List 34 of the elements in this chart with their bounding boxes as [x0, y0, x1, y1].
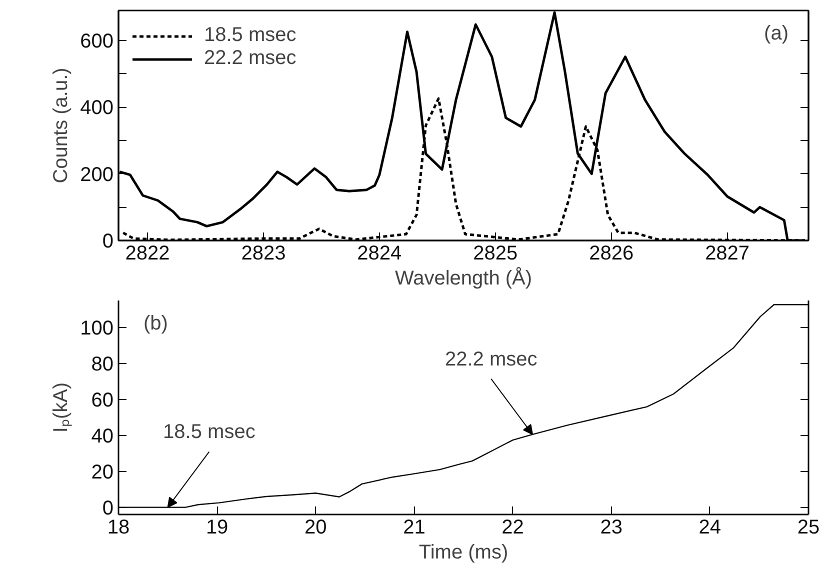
x-tick-label: 24 — [698, 516, 722, 538]
x-tick-label: 2822 — [125, 242, 170, 264]
y-tick-label: 60 — [91, 389, 114, 412]
x-tick-label: 20 — [304, 516, 327, 538]
y-tick-label: 400 — [80, 97, 114, 120]
annotation: 18.5 msec — [163, 421, 256, 444]
x-tick-label: 2823 — [241, 242, 286, 264]
x-tick-label: 2826 — [589, 242, 634, 264]
x-tick-label: 25 — [797, 516, 820, 538]
y-tick-label: 600 — [80, 30, 114, 52]
legend-label: 22.2 msec — [204, 47, 296, 70]
x-tick-label: 22 — [502, 516, 524, 538]
y-axis-title: Iₚ(kA) — [50, 382, 72, 433]
legend-label: 18.5 msec — [204, 24, 296, 47]
x-tick-label: 18 — [107, 516, 130, 538]
y-tick-label: 40 — [91, 425, 114, 448]
y-tick-label: 20 — [91, 461, 114, 484]
x-tick-label: 2827 — [705, 242, 750, 264]
annotation: (a) — [764, 22, 789, 44]
x-tick-label: 21 — [403, 516, 426, 538]
y-tick-label: 200 — [80, 164, 114, 186]
x-tick-label: 2824 — [357, 242, 402, 264]
y-tick-label: 0 — [102, 230, 114, 252]
annotation: (b) — [144, 312, 168, 334]
y-tick-label: 80 — [91, 353, 114, 376]
annotation: 22.2 msec — [444, 348, 538, 370]
y-tick-label: 100 — [80, 317, 114, 340]
x-tick-label: 19 — [206, 516, 228, 538]
y-axis-title: Counts (a.u.) — [50, 68, 72, 184]
x-tick-label: 23 — [600, 516, 622, 538]
x-axis-title: Wavelength (Å) — [394, 266, 532, 290]
y-tick-label: 0 — [102, 497, 114, 520]
x-tick-label: 2825 — [473, 242, 518, 264]
x-axis-title: Time (ms) — [418, 542, 508, 564]
